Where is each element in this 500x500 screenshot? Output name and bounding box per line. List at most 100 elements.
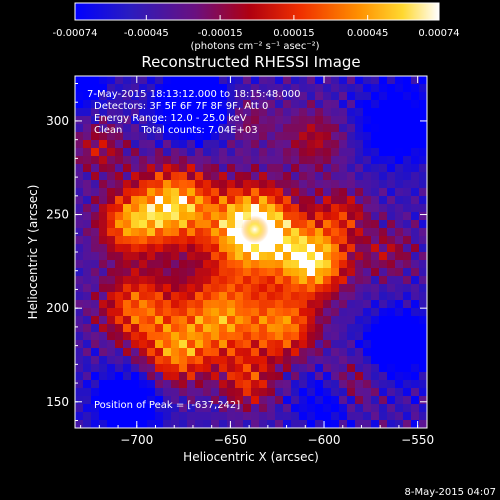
heatmap-cell: [179, 228, 188, 237]
heatmap-cell: [419, 180, 427, 189]
heatmap-cell: [131, 340, 140, 349]
heatmap-cell: [275, 196, 284, 205]
heatmap-cell: [195, 372, 204, 381]
heatmap-cell: [403, 180, 412, 189]
heatmap-cell: [387, 148, 396, 157]
heatmap-cell: [331, 148, 340, 157]
colorbar-tick-label: -0.00074: [53, 28, 98, 39]
heatmap-cell: [323, 244, 332, 253]
heatmap-cell: [283, 172, 292, 181]
heatmap-cell: [123, 132, 132, 141]
heatmap-cell: [123, 412, 132, 421]
heatmap-cell: [411, 116, 420, 125]
heatmap-cell: [395, 236, 404, 245]
heatmap-cell: [387, 164, 396, 173]
heatmap-cell: [339, 172, 348, 181]
heatmap-cell: [299, 372, 308, 381]
heatmap-cell: [275, 100, 284, 109]
heatmap-cell: [339, 300, 348, 309]
heatmap-cell: [99, 332, 108, 341]
heatmap-cell: [123, 180, 132, 189]
heatmap-cell: [155, 308, 164, 317]
heatmap-cell: [403, 148, 412, 157]
heatmap-cell: [219, 380, 228, 389]
heatmap-cell: [235, 212, 244, 221]
heatmap-cell: [99, 244, 108, 253]
heatmap-cell: [283, 268, 292, 277]
heatmap-cell: [139, 100, 148, 109]
heatmap-cell: [331, 156, 340, 165]
heatmap-cell: [355, 340, 364, 349]
heatmap-cell: [195, 308, 204, 317]
heatmap-cell: [395, 404, 404, 413]
heatmap-cell: [115, 308, 124, 317]
heatmap-cell: [107, 212, 116, 221]
heatmap-cell: [411, 300, 420, 309]
heatmap-cell: [267, 364, 276, 373]
heatmap-cell: [411, 380, 420, 389]
heatmap-cell: [315, 300, 324, 309]
heatmap-cell: [163, 148, 172, 157]
heatmap-cell: [291, 100, 300, 109]
heatmap-cell: [179, 196, 188, 205]
heatmap-cell: [331, 404, 340, 413]
heatmap-cell: [195, 132, 204, 141]
heatmap-cell: [275, 220, 284, 229]
heatmap-cell: [275, 356, 284, 365]
heatmap-cell: [259, 380, 268, 389]
heatmap-cell: [195, 388, 204, 397]
heatmap-cell: [395, 388, 404, 397]
heatmap-cell: [323, 276, 332, 285]
heatmap-cell: [83, 124, 92, 133]
heatmap-cell: [123, 172, 132, 181]
heatmap-cell: [75, 220, 84, 229]
heatmap-cell: [347, 308, 356, 317]
heatmap-cell: [83, 204, 92, 213]
heatmap-cell: [195, 172, 204, 181]
heatmap-cell: [331, 348, 340, 357]
heatmap-cell: [171, 172, 180, 181]
heatmap-cell: [115, 76, 124, 85]
heatmap-cell: [219, 228, 228, 237]
heatmap-cell: [171, 132, 180, 141]
heatmap-cell: [243, 156, 252, 165]
heatmap-cell: [275, 348, 284, 357]
heatmap-cell: [155, 92, 164, 101]
annotation-block: 7-May-2015 18:13:12.000 to 18:15:48.000 …: [87, 89, 300, 136]
heatmap-cell: [163, 188, 172, 197]
heatmap-cell: [211, 164, 220, 173]
heatmap-cell: [403, 420, 412, 428]
heatmap-cell: [195, 292, 204, 301]
heatmap-cell: [195, 140, 204, 149]
heatmap-cell: [291, 132, 300, 141]
heatmap-cell: [171, 92, 180, 101]
heatmap-cell: [371, 268, 380, 277]
heatmap-cell: [347, 420, 356, 428]
heatmap-cell: [163, 156, 172, 165]
heatmap-cell: [91, 164, 100, 173]
heatmap-cell: [267, 140, 276, 149]
heatmap-cell: [387, 308, 396, 317]
heatmap-cell: [75, 108, 84, 117]
heatmap-cell: [291, 228, 300, 237]
heatmap-cell: [179, 364, 188, 373]
heatmap-cell: [115, 364, 124, 373]
heatmap-cell: [235, 124, 244, 133]
heatmap-cell: [179, 172, 188, 181]
heatmap-cell: [171, 188, 180, 197]
heatmap-cell: [291, 372, 300, 381]
heatmap-cell: [331, 260, 340, 269]
heatmap-cell: [179, 316, 188, 325]
heatmap-cell: [387, 172, 396, 181]
heatmap-cell: [283, 148, 292, 157]
heatmap-cell: [91, 220, 100, 229]
heatmap-cell: [395, 156, 404, 165]
heatmap-cell: [339, 244, 348, 253]
heatmap-cell: [355, 100, 364, 109]
heatmap-cell: [227, 116, 236, 125]
heatmap-cell: [339, 212, 348, 221]
heatmap-cell: [347, 204, 356, 213]
heatmap-cell: [75, 100, 84, 109]
heatmap-cell: [419, 308, 427, 317]
heatmap-cell: [395, 300, 404, 309]
